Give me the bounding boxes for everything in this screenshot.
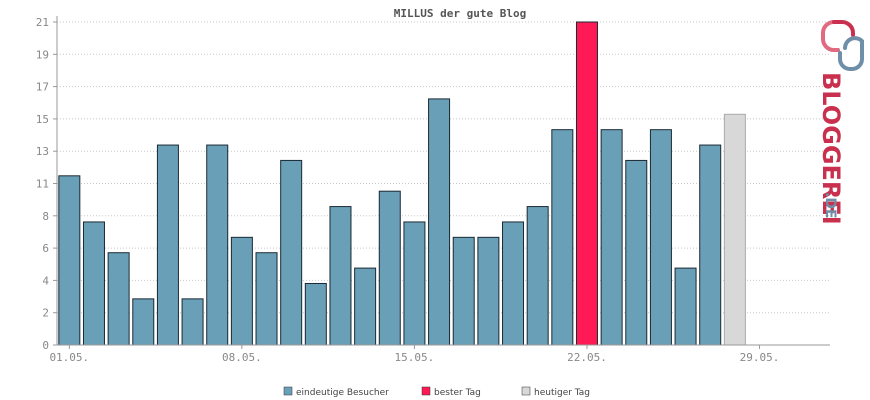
y-axis-ticks: 0 2 4 6 8 11 13 15 17 19 21 (36, 16, 57, 352)
y-tick-label: 6 (42, 242, 49, 255)
bar-visitors (156, 144, 179, 346)
bar-visitors (378, 190, 401, 346)
bar-visitors (551, 129, 574, 346)
bar-visitors (625, 159, 648, 346)
bar-visitors (502, 221, 525, 346)
bar-visitors (354, 267, 377, 346)
bar-visitors (477, 236, 500, 346)
bar-visitors (403, 221, 426, 346)
x-tick-label: 01.05. (49, 351, 89, 364)
bar-visitors (206, 144, 229, 346)
logo-suffix: .DE (822, 192, 838, 219)
legend-label: eindeutige Besucher (296, 388, 389, 398)
x-axis-ticks: 01.05. 08.05. 15.05. 22.05. 29.05. (49, 345, 779, 364)
x-tick-label: 22.05. (567, 351, 607, 364)
y-tick-label: 2 (42, 307, 49, 320)
bar-visitors (699, 144, 722, 346)
bar-visitors (600, 129, 623, 346)
bar-visitors (107, 252, 130, 346)
legend-swatch (283, 386, 293, 396)
y-tick-label: 21 (36, 16, 49, 29)
axes (56, 16, 830, 346)
y-tick-label: 19 (36, 48, 49, 61)
x-tick-label: 08.05. (222, 351, 262, 364)
y-tick-label: 13 (36, 145, 49, 158)
bar-visitors (181, 298, 204, 346)
bar-today (723, 113, 746, 346)
bar-visitors (526, 206, 549, 346)
bars (58, 21, 746, 346)
bar-visitors (674, 267, 697, 346)
bar-visitors (280, 159, 303, 346)
legend-label: heutiger Tag (534, 388, 590, 398)
bar-visitors (82, 221, 105, 346)
y-tick-label: 4 (42, 274, 49, 287)
y-tick-label: 0 (42, 339, 49, 352)
bar-visitors (255, 252, 278, 346)
bar-visitors (58, 175, 81, 346)
logo-text: BLOGGEREI (817, 72, 845, 225)
bloggerei-chain-icon (821, 20, 864, 71)
y-tick-label: 8 (42, 210, 49, 223)
legend: eindeutige Besucher bester Tag heutiger Ta… (283, 386, 590, 398)
bloggerei-logo: BLOGGEREI .DE (817, 20, 864, 225)
bar-visitors (304, 282, 327, 346)
bar-visitors (452, 236, 475, 346)
y-tick-label: 11 (36, 178, 49, 191)
bar-visitors (230, 236, 253, 346)
bar-best-day (575, 21, 598, 346)
bar-visitors (132, 298, 155, 346)
x-tick-label: 29.05. (740, 351, 780, 364)
bar-visitors (428, 98, 451, 346)
legend-swatch (521, 386, 531, 396)
y-tick-label: 17 (36, 81, 49, 94)
y-tick-label: 15 (36, 113, 49, 126)
x-tick-label: 15.05. (395, 351, 435, 364)
chart-title: MILLUS der gute Blog (394, 7, 526, 20)
bar-visitors (329, 206, 352, 346)
legend-label: bester Tag (434, 388, 481, 398)
bar-visitors (649, 129, 672, 346)
legend-swatch (421, 386, 431, 396)
